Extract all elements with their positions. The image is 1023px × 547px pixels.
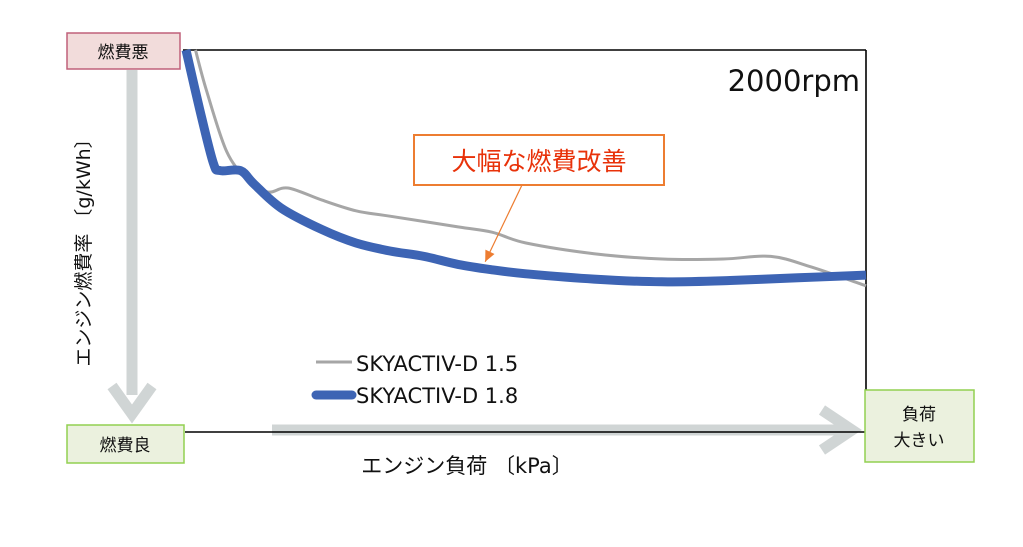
annotation-callout: 大幅な燃費改善 xyxy=(413,134,665,262)
legend-label-d18: SKYACTIV-D 1.8 xyxy=(356,384,518,408)
plot-frame xyxy=(183,49,867,433)
callout-leader-line xyxy=(484,184,523,262)
legend: SKYACTIV-D 1.5 SKYACTIV-D 1.8 xyxy=(311,352,518,408)
callout-box xyxy=(413,134,665,186)
chart-title: 2000rpm xyxy=(728,64,860,98)
worse-fuel-label: 燃費悪 xyxy=(98,43,149,63)
better-fuel-label: 燃費良 xyxy=(100,436,151,456)
high-load-box: 負荷 大きい xyxy=(864,389,975,463)
high-load-label-line2: 大きい xyxy=(894,431,945,451)
y-axis-arrow xyxy=(107,70,157,424)
worse-fuel-box: 燃費悪 xyxy=(66,32,181,70)
y-axis-arrow-head xyxy=(107,382,157,424)
high-load-label-line1: 負荷 xyxy=(902,405,936,425)
series-line-d18 xyxy=(181,48,867,287)
better-fuel-box: 燃費良 xyxy=(66,424,185,464)
x-axis-arrow xyxy=(272,405,862,455)
x-axis-arrow-head xyxy=(818,405,862,455)
callout-text: 大幅な燃費改善 xyxy=(451,147,626,176)
high-load-box-bg xyxy=(864,389,975,463)
callout-arrowhead xyxy=(485,249,495,262)
legend-label-d15: SKYACTIV-D 1.5 xyxy=(356,352,518,376)
series-layer xyxy=(181,48,867,288)
worse-fuel-box-bg xyxy=(66,32,181,70)
x-axis-title: エンジン負荷 〔kPa〕 xyxy=(361,454,572,478)
y-axis-title: エンジン燃費率 〔g/kWh〕 xyxy=(73,129,95,366)
better-fuel-box-bg xyxy=(66,424,185,464)
